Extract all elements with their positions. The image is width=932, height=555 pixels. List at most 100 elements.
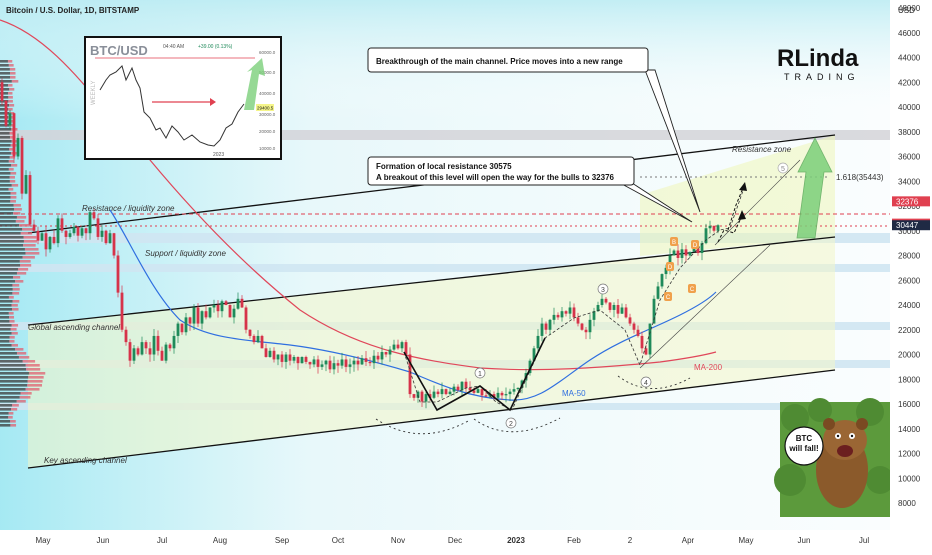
candle-body-99 [392, 344, 396, 350]
time-tick-6: Nov [391, 536, 405, 545]
vp-bar [0, 96, 9, 99]
candle-body-87 [344, 359, 348, 367]
vp-bar-sell [15, 280, 24, 283]
candle-body-158 [628, 317, 632, 324]
candle-body-69 [272, 350, 276, 360]
currency-label: USD [898, 6, 915, 15]
vp-bar-sell [8, 100, 13, 103]
vp-bar-sell [11, 164, 18, 167]
candle-body-160 [636, 329, 640, 336]
vp-bar-sell [8, 92, 13, 95]
candle-body-152 [604, 298, 608, 303]
vp-bar [0, 232, 21, 235]
vp-bar-sell [22, 256, 35, 259]
candle-body-170 [676, 250, 680, 258]
vp-bar [0, 244, 24, 247]
vp-bar [0, 416, 9, 419]
candle-body-172 [684, 249, 688, 256]
vp-bar-sell [10, 420, 16, 423]
vp-bar-sell [10, 328, 17, 331]
candle-body-98 [388, 349, 392, 355]
vp-bar-sell [9, 120, 15, 123]
projection-line-1 [639, 244, 771, 369]
vp-bar [0, 168, 9, 171]
candle-body-81 [320, 364, 324, 367]
time-tick-7: Dec [448, 536, 462, 545]
vp-bar [0, 424, 11, 427]
candle-body-117 [464, 381, 468, 388]
candle-body-16 [60, 218, 64, 231]
candle-body-77 [304, 356, 308, 362]
candle-body-104 [412, 394, 416, 398]
vp-bar-sell [12, 292, 20, 295]
candle-body-36 [140, 342, 144, 355]
time-tick-12: May [738, 536, 753, 545]
candle-body-134 [532, 348, 536, 361]
candle-body-28 [108, 233, 112, 244]
candle-body-123 [488, 394, 492, 397]
vp-bar-sell [24, 248, 39, 251]
vp-bar [0, 356, 19, 359]
inset-price-badge-bg [256, 104, 274, 111]
vp-bar-sell [9, 88, 15, 91]
inset-ytick-1: 50000.0 [259, 70, 276, 75]
candle-body-6 [20, 137, 24, 194]
wave-label-4: 4 [640, 376, 652, 388]
candle-body-8 [28, 175, 32, 225]
vp-bar [0, 188, 9, 191]
candle-body-84 [332, 363, 336, 370]
projection-line-2 [714, 159, 801, 246]
candle-body-73 [288, 354, 292, 361]
key-channel-fill [28, 237, 835, 468]
price-badge-32376 [892, 196, 930, 207]
candle-body-59 [232, 308, 236, 318]
candle-body-173 [688, 251, 692, 256]
svg-text:1: 1 [478, 371, 482, 378]
vp-bar [0, 292, 13, 295]
candle-body-20 [76, 227, 80, 236]
candle-body-109 [432, 391, 436, 398]
vp-bar [0, 408, 12, 411]
candle-body-21 [80, 228, 84, 236]
vp-bar [0, 60, 8, 63]
vp-bar-sell [9, 112, 15, 115]
vp-bar [0, 204, 14, 207]
price-tick-8000: 8000 [898, 499, 916, 508]
vp-bar [0, 144, 11, 147]
inset-green-arrow [244, 58, 265, 110]
candle-body-169 [672, 250, 676, 256]
vp-bar-sell [12, 284, 20, 287]
svg-text:C: C [666, 295, 671, 301]
candle-body-167 [664, 267, 668, 275]
candle-body-22 [84, 228, 88, 234]
candle-body-79 [312, 359, 316, 365]
vp-bar-sell [11, 324, 19, 327]
wave-label-5: 5 [777, 162, 789, 174]
candle-body-168 [668, 255, 672, 268]
w-pattern [403, 337, 546, 412]
symbol-header: Bitcoin / U.S. Dollar, 1D, BITSTAMP [6, 6, 140, 15]
vp-bar [0, 132, 10, 135]
candle-body-116 [460, 381, 464, 391]
logo-small: TRADING [784, 72, 860, 82]
bear-cartoon: BTC will fall! [774, 398, 894, 517]
inset-ytick-0: 60000.0 [259, 50, 276, 55]
vp-bar [0, 348, 16, 351]
candle-body-162 [644, 348, 648, 355]
vp-bar [0, 156, 10, 159]
candle-body-142 [564, 311, 568, 314]
candle-body-2 [4, 100, 8, 126]
svg-text:D: D [668, 265, 673, 271]
key-channel-line [27, 369, 836, 469]
vp-bar [0, 172, 11, 175]
vp-bar-sell [10, 192, 17, 195]
candle-body-147 [584, 329, 588, 333]
vp-bar-sell [19, 260, 31, 263]
vp-bar [0, 328, 11, 331]
candle-body-127 [504, 394, 508, 396]
candle-body-166 [660, 274, 664, 287]
vp-bar-sell [8, 64, 14, 67]
candle-body-13 [48, 236, 52, 250]
candle-body-51 [200, 311, 204, 324]
